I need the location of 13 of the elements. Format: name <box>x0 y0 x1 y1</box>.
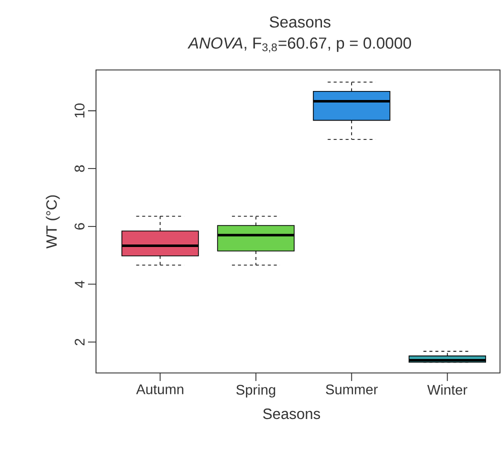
y-tick-label: 6 <box>74 223 84 230</box>
y-tick-label: 10 <box>74 104 84 118</box>
x-tick-label: Winter <box>427 384 468 395</box>
y-tick-label: 4 <box>74 280 84 288</box>
x-tick-label: Autumn <box>136 384 184 394</box>
chart-subtitle: ANOVA, F$_{3,8}$=60.67, p = 0.0000 <box>188 37 412 53</box>
y-tick-label: 8 <box>74 165 84 172</box>
y-axis-title: WT (°C) <box>46 195 60 248</box>
chart-title: Seasons <box>270 16 330 28</box>
y-tick-label: 2 <box>74 338 84 346</box>
x-tick-label: Summer <box>326 384 378 394</box>
x-axis-title: Seasons <box>263 408 320 420</box>
x-tick-label: Spring <box>236 384 276 398</box>
